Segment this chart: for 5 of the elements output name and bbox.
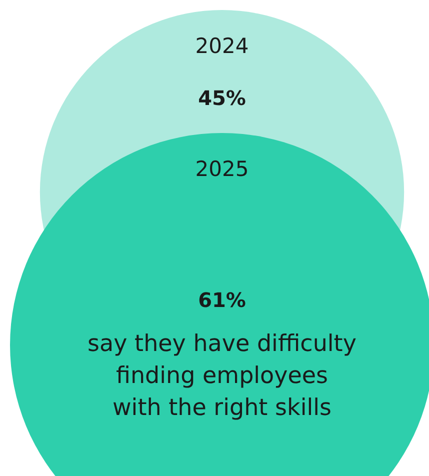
category-label: 2025 xyxy=(195,157,249,181)
data-label: 45% xyxy=(198,86,246,110)
text: say they have difficulty finding employees with the right skills xyxy=(88,331,356,421)
category-label: 2024 xyxy=(195,34,249,58)
data-label: 61% xyxy=(198,288,246,312)
